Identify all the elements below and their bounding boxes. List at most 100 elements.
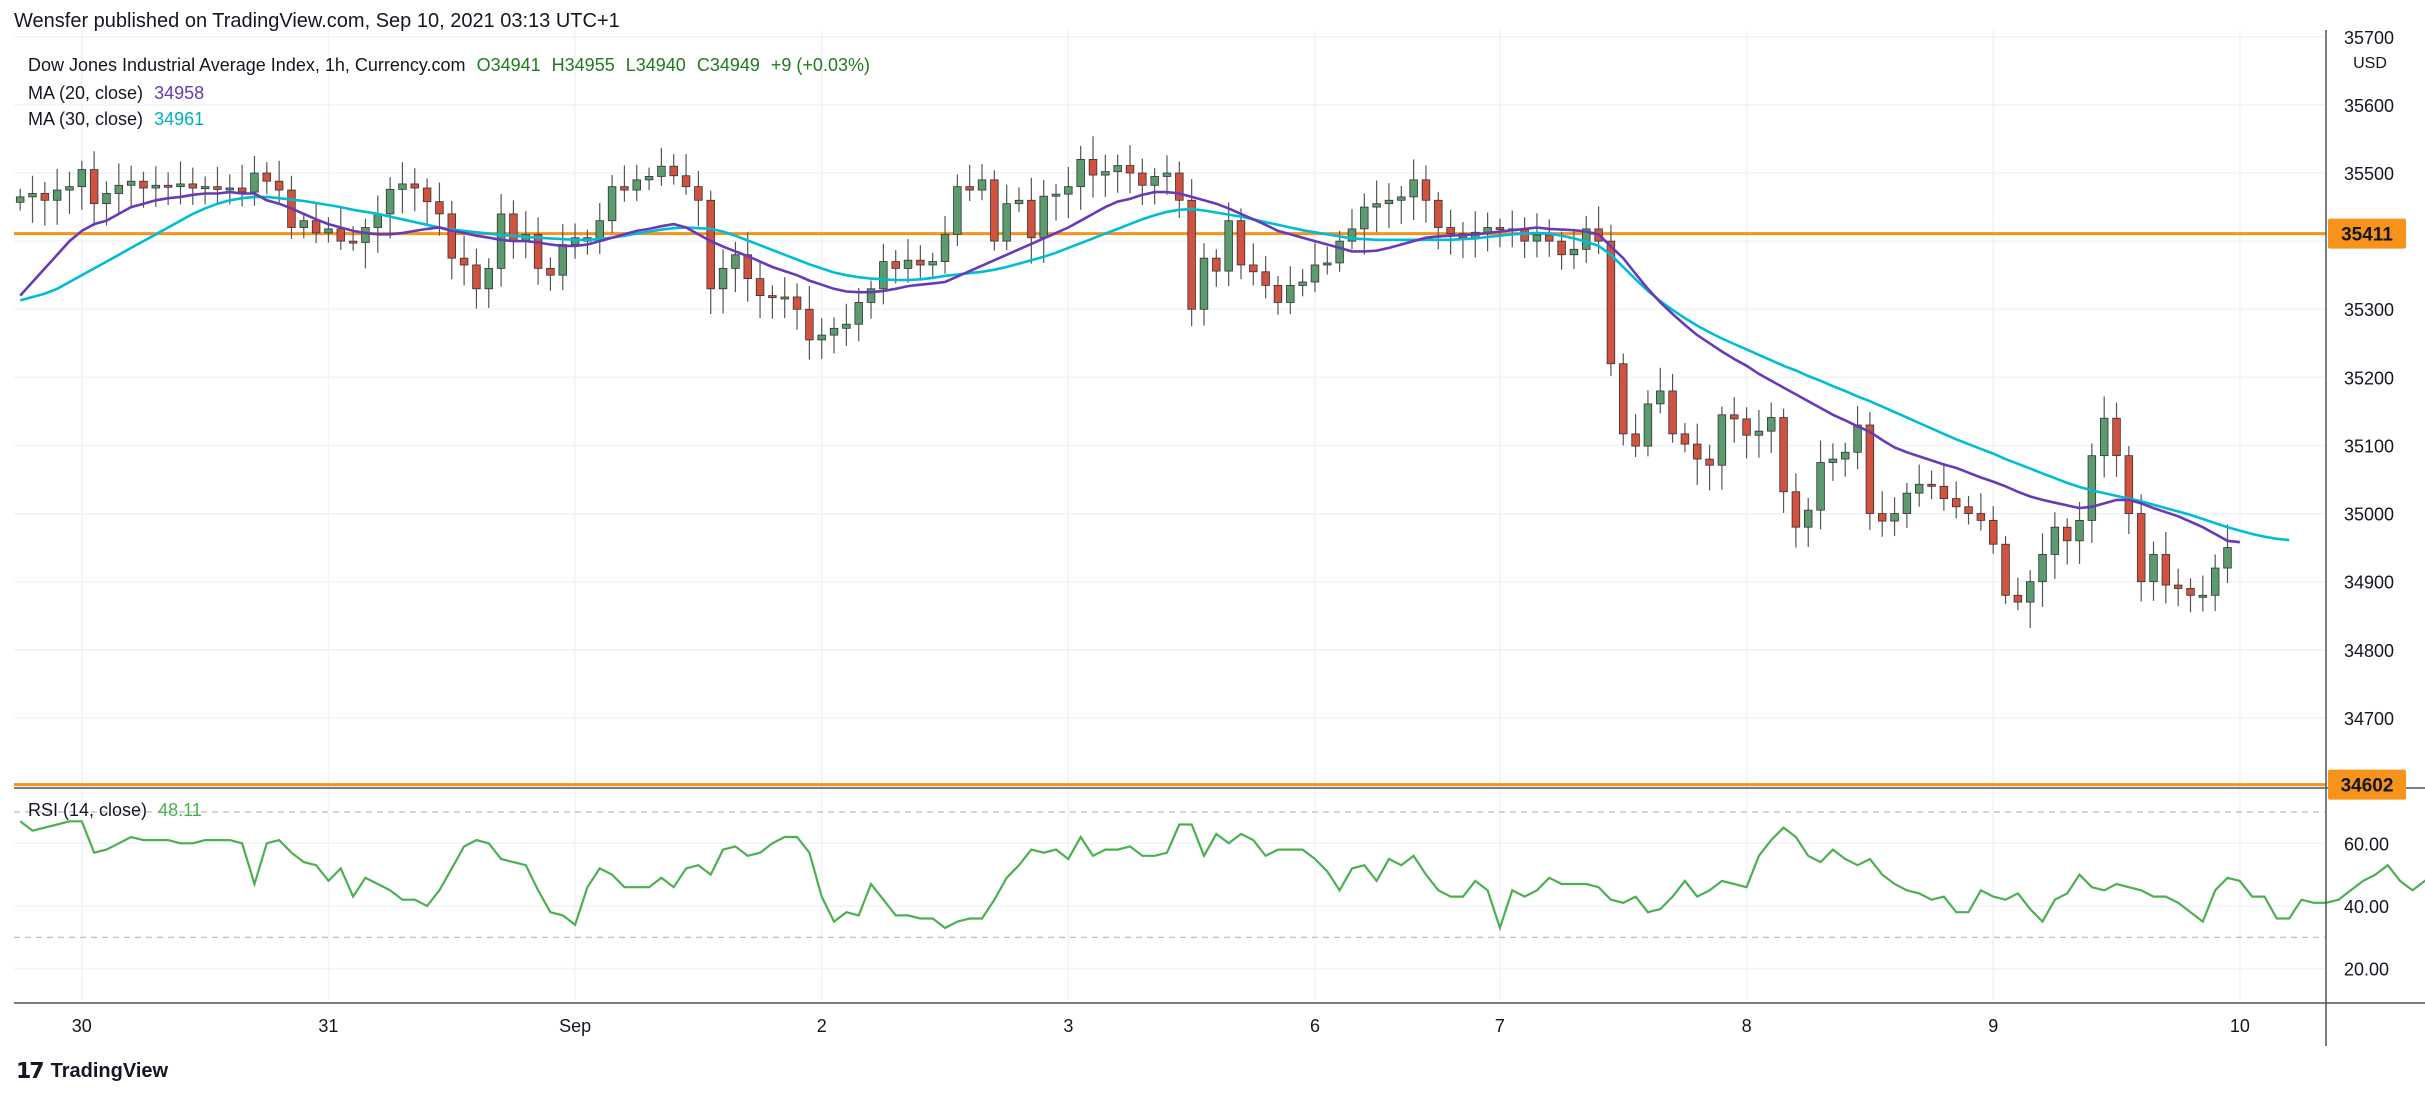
candle [1027, 177, 1036, 264]
candle-body [1212, 257, 1221, 272]
candle-body [1988, 519, 1998, 545]
candle [854, 288, 863, 342]
time-tick-label: 30 [72, 1016, 92, 1036]
candle-body [361, 227, 370, 243]
candle [1199, 243, 1209, 326]
candle-body [2087, 455, 2097, 521]
candle [1384, 183, 1394, 229]
candle-body [620, 186, 629, 191]
candle-body [459, 257, 469, 266]
candle-body [188, 183, 198, 189]
candle-body [2124, 455, 2134, 514]
candle [311, 202, 321, 244]
candle [977, 164, 987, 201]
candle [2087, 443, 2097, 543]
candle-body [891, 261, 900, 269]
candlestick-series [15, 136, 2232, 628]
candle-body [2013, 594, 2023, 603]
candle [2013, 577, 2023, 611]
candle-body [299, 220, 309, 228]
ma20-legend[interactable]: MA (20, close) 34958 [28, 83, 210, 104]
candle [1730, 397, 1739, 443]
symbol-legend[interactable]: Dow Jones Industrial Average Index, 1h, … [28, 55, 876, 76]
candle-body [1384, 199, 1394, 205]
grid-lines [14, 30, 2326, 1000]
candle [817, 318, 826, 359]
candle [1261, 256, 1270, 299]
candle [1816, 440, 1825, 530]
price-tick-label: 35700 [2344, 28, 2394, 48]
candle-body [1310, 264, 1320, 283]
candle [879, 243, 888, 305]
candle-body [694, 186, 703, 201]
candle [1668, 373, 1677, 443]
candle-body [348, 240, 358, 244]
candle [1754, 410, 1764, 458]
time-tick-label: Sep [559, 1016, 591, 1036]
candle [28, 175, 37, 223]
tradingview-brand[interactable]: 𝟭𝟳 TradingView [16, 1058, 168, 1084]
candle [1902, 482, 1912, 528]
candle-body [1890, 513, 1899, 522]
candle [472, 248, 481, 309]
candle-body [718, 267, 728, 290]
chart-frame [14, 30, 2425, 1046]
candle [373, 195, 383, 253]
candle-body [1187, 199, 1196, 310]
candle-body [977, 179, 987, 191]
candle [1002, 184, 1011, 250]
candle-body [77, 169, 87, 188]
candle [2161, 531, 2171, 604]
candle-body [607, 186, 617, 222]
candle [1976, 493, 1986, 531]
candle [459, 235, 469, 286]
rsi-label: RSI (14, close) [28, 800, 148, 820]
rsi-axis: 60.00 40.00 20.00 [2344, 834, 2389, 979]
candle-body [1421, 179, 1431, 201]
candle [1236, 208, 1246, 280]
candle-body [200, 186, 210, 190]
candle-body [2198, 594, 2208, 598]
candle-body [1877, 513, 1887, 522]
candle-body [842, 323, 851, 329]
rsi-legend[interactable]: RSI (14, close) 48.11 [28, 800, 208, 821]
candle [2112, 402, 2121, 477]
candle-body [1150, 176, 1159, 186]
tradingview-logo-icon: 𝟭𝟳 [16, 1058, 45, 1083]
candle-body [1668, 390, 1677, 435]
candle [65, 171, 74, 214]
candle [1693, 423, 1702, 485]
candle-body [731, 254, 740, 269]
candle-body [829, 327, 839, 336]
candle-body [1730, 414, 1739, 420]
candle-body [1927, 483, 1936, 487]
candle [1841, 442, 1850, 477]
publish-header: Wensfer published on TradingView.com, Se… [14, 10, 620, 32]
candle-body [89, 169, 99, 205]
price-tick-label: 35500 [2344, 164, 2394, 184]
ma20-value: 34958 [154, 83, 205, 103]
candle [1446, 209, 1455, 255]
candle [1890, 497, 1899, 537]
time-axis: 30 31 Sep 2 3 6 7 8 9 10 [72, 1016, 2250, 1036]
candle [1532, 213, 1542, 258]
candle-body [40, 193, 50, 201]
candle [2136, 494, 2146, 602]
candle-body [1520, 229, 1529, 242]
candle-body [570, 237, 580, 245]
candle-body [1754, 430, 1764, 436]
candle [336, 207, 346, 250]
rsi-band-lines [14, 811, 2326, 938]
candle [521, 211, 530, 259]
candle [447, 200, 456, 280]
candle-body [1865, 424, 1875, 514]
candle [1964, 495, 1973, 525]
candle-body [1076, 159, 1085, 188]
candle [1643, 390, 1653, 457]
candle [2099, 396, 2109, 478]
candle [780, 277, 789, 319]
candle-body [1064, 186, 1073, 195]
ma30-legend[interactable]: MA (30, close) 34961 [28, 109, 210, 130]
candle-body [1224, 220, 1233, 272]
